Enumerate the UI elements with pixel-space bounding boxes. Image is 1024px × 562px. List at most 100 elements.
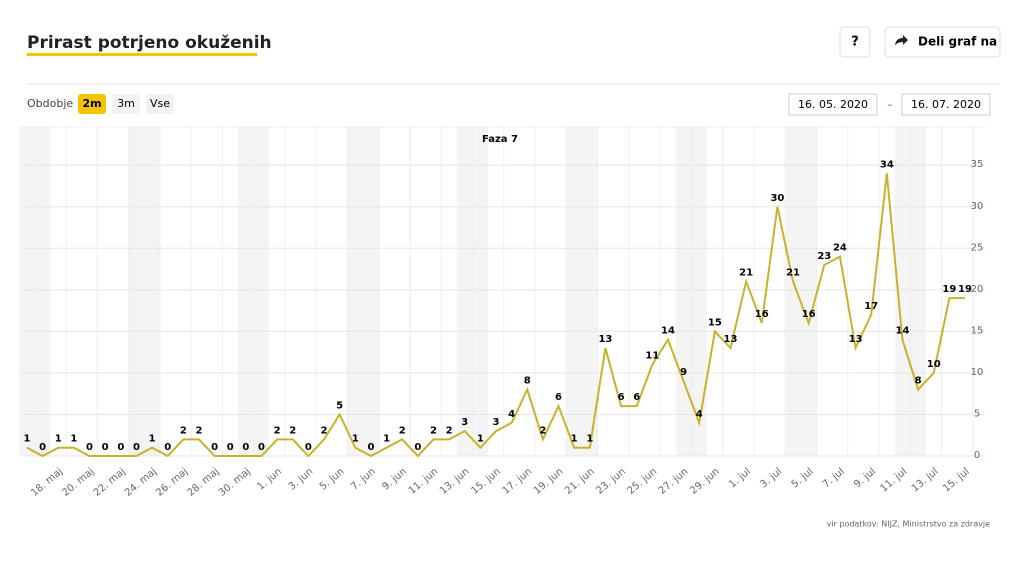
x-tick-label: 21. jun bbox=[563, 466, 597, 497]
x-tick-label: 11. jun bbox=[407, 466, 441, 497]
data-label: 1 bbox=[477, 434, 484, 445]
data-label: 8 bbox=[915, 376, 922, 387]
data-label: 19 bbox=[942, 284, 956, 295]
period-label: Obdobje bbox=[27, 97, 73, 110]
x-tick-label: 29. jun bbox=[688, 466, 722, 497]
y-tick-label: 25 bbox=[971, 242, 984, 253]
x-tick-label: 13. jul bbox=[910, 466, 941, 494]
period-2m[interactable] bbox=[78, 94, 106, 114]
data-label: 2 bbox=[399, 425, 406, 436]
date-from[interactable] bbox=[788, 93, 878, 116]
x-tick-label: 9. jul bbox=[852, 466, 878, 490]
data-label: 0 bbox=[102, 442, 109, 453]
data-label: 3 bbox=[461, 417, 468, 428]
share-button[interactable] bbox=[884, 26, 1001, 58]
data-label: 1 bbox=[352, 434, 359, 445]
data-label: 4 bbox=[696, 409, 703, 420]
data-label: 2 bbox=[289, 425, 296, 436]
x-tick-label: 20. maj bbox=[60, 466, 96, 499]
data-label: 13 bbox=[598, 334, 612, 345]
x-tick-label: 17. jun bbox=[501, 466, 535, 497]
x-tick-label: 25. jun bbox=[626, 466, 660, 497]
data-label: 0 bbox=[211, 442, 218, 453]
data-label: 0 bbox=[86, 442, 93, 453]
weekend-band bbox=[785, 127, 817, 456]
data-label: 19 bbox=[958, 284, 972, 295]
data-label: 13 bbox=[849, 334, 863, 345]
data-label: 1 bbox=[149, 434, 156, 445]
data-label: 2 bbox=[195, 425, 202, 436]
data-label: 0 bbox=[414, 442, 421, 453]
annotation: Faza 7 bbox=[482, 134, 518, 145]
y-tick-label: 20 bbox=[971, 284, 984, 295]
x-tick-label: 7. jun bbox=[349, 466, 378, 493]
data-label: 0 bbox=[39, 442, 46, 453]
data-label: 30 bbox=[770, 193, 784, 204]
weekend-band bbox=[566, 127, 598, 456]
y-tick-label: 15 bbox=[971, 325, 984, 336]
x-tick-label: 27. jun bbox=[657, 466, 691, 497]
data-label: 3 bbox=[493, 417, 500, 428]
data-label: 0 bbox=[242, 442, 249, 453]
date-sep: – bbox=[887, 98, 893, 111]
x-tick-label: 9. jun bbox=[380, 466, 409, 493]
x-tick-label: 7. jul bbox=[821, 466, 847, 490]
data-label: 23 bbox=[817, 251, 831, 262]
x-tick-label: 1. jul bbox=[727, 466, 753, 490]
x-tick-label: 23. jun bbox=[594, 466, 628, 497]
data-label: 1 bbox=[70, 434, 77, 445]
y-tick-label: 35 bbox=[971, 159, 984, 170]
data-label: 0 bbox=[305, 442, 312, 453]
x-tick-label: 5. jun bbox=[318, 466, 347, 493]
period-3m[interactable] bbox=[112, 94, 140, 114]
data-label: 17 bbox=[864, 301, 878, 312]
data-label: 4 bbox=[508, 409, 515, 420]
data-label: 1 bbox=[571, 434, 578, 445]
data-label: 14 bbox=[661, 326, 675, 337]
x-tick-label: 3. jun bbox=[287, 466, 316, 493]
share-icon bbox=[895, 35, 908, 45]
data-label: 14 bbox=[896, 326, 910, 337]
y-tick-label: 30 bbox=[971, 201, 984, 212]
data-label: 15 bbox=[708, 317, 722, 328]
help-text: ? bbox=[851, 35, 859, 50]
data-label: 6 bbox=[633, 392, 640, 403]
line bbox=[26, 173, 965, 458]
share-text: Deli graf na bbox=[918, 35, 997, 49]
x-tick-label: 5. jul bbox=[790, 466, 816, 490]
data-label: 2 bbox=[274, 425, 281, 436]
data-label: 2 bbox=[321, 425, 328, 436]
period-all[interactable] bbox=[146, 94, 174, 114]
weekend-band bbox=[347, 127, 379, 456]
data-label: 9 bbox=[680, 367, 687, 378]
x-tick-label: 19. jun bbox=[532, 466, 566, 497]
data-label: 6 bbox=[555, 392, 562, 403]
data-label: 5 bbox=[336, 400, 343, 411]
data-label: 34 bbox=[880, 160, 894, 171]
data-label: 2 bbox=[180, 425, 187, 436]
x-tick-label: 15. jul bbox=[941, 466, 972, 494]
data-label: 6 bbox=[618, 392, 625, 403]
data-label: 13 bbox=[724, 334, 738, 345]
data-label: 8 bbox=[524, 376, 531, 387]
y-tick-label: 0 bbox=[974, 450, 980, 461]
data-label: 16 bbox=[802, 309, 816, 320]
period-text: 3m bbox=[117, 97, 135, 110]
data-label: 11 bbox=[645, 351, 659, 362]
title: Prirast potrjeno okuženih bbox=[27, 33, 272, 53]
x-tick-label: 22. maj bbox=[92, 466, 128, 499]
data-label: 21 bbox=[786, 268, 800, 279]
data-label: 2 bbox=[430, 425, 437, 436]
x-tick-label: 28. maj bbox=[185, 466, 221, 499]
date-to[interactable] bbox=[901, 93, 991, 116]
help-button[interactable] bbox=[839, 26, 871, 58]
x-tick-label: 24. maj bbox=[123, 466, 159, 499]
data-label: 10 bbox=[927, 359, 941, 370]
data-label: 0 bbox=[367, 442, 374, 453]
data-label: 2 bbox=[539, 425, 546, 436]
data-label: 1 bbox=[24, 434, 31, 445]
data-label: 0 bbox=[117, 442, 124, 453]
data-label: 1 bbox=[383, 434, 390, 445]
data-label: 1 bbox=[586, 434, 593, 445]
